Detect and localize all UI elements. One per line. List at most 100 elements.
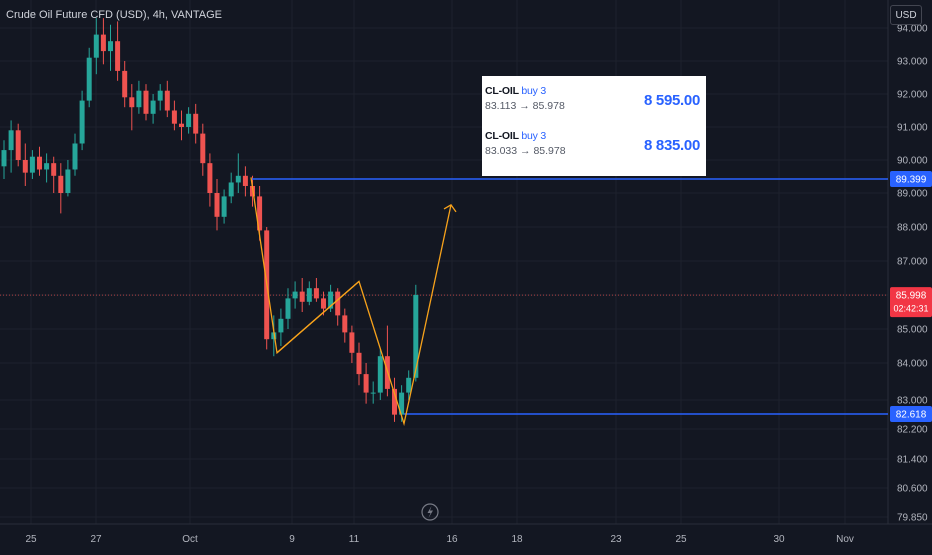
trade-panel: CL-OIL buy 3 83.113 → 85.978 8 595.00 CL… [482, 76, 706, 176]
candle-body [328, 291, 334, 309]
candle-body [221, 196, 227, 217]
y-tick-label: 85.000 [897, 325, 928, 336]
candle-body [257, 196, 263, 231]
y-tick-label: 90.000 [897, 156, 928, 167]
candle-body [93, 34, 99, 58]
trade-symbol: CL-OIL [485, 130, 519, 142]
candle-body [193, 113, 199, 134]
lightning-icon-bolt [427, 506, 433, 518]
candle-body [108, 41, 113, 52]
projection-arrow [417, 204, 452, 360]
y-tick-label: 87.000 [897, 257, 928, 268]
x-tick-label: Oct [182, 534, 198, 545]
candle-body [406, 377, 412, 393]
candle-body [292, 291, 298, 299]
resistance-price-label: 89.399 [896, 175, 927, 186]
candle-body [143, 90, 149, 114]
trade-side: buy 3 [521, 130, 547, 142]
y-tick-label: 89.000 [897, 189, 928, 200]
candle-body [313, 288, 319, 299]
x-tick-label: 16 [446, 534, 458, 545]
trade-amount: 8 595.00 [644, 92, 700, 109]
pattern-path [250, 177, 419, 427]
candle-body [377, 356, 383, 393]
candle-body [342, 315, 348, 333]
candle-body [413, 295, 419, 378]
candle-body [299, 291, 305, 302]
candle-body [65, 169, 71, 193]
candle-body [79, 100, 85, 144]
candle-body [285, 298, 291, 319]
candle-body [242, 175, 248, 186]
y-tick-label: 94.000 [897, 24, 928, 35]
candle-body [115, 41, 121, 71]
candle-body [207, 163, 213, 193]
candle-body [306, 288, 312, 302]
trade-symbol: CL-OIL [485, 85, 519, 97]
y-tick-label: 92.000 [897, 90, 928, 101]
support-price-label: 82.618 [896, 410, 927, 421]
y-tick-label: 84.000 [897, 359, 928, 370]
candle-body [399, 392, 405, 415]
candle-body [44, 163, 50, 170]
candle-body [235, 175, 241, 183]
x-tick-label: 11 [349, 534, 360, 545]
currency-button[interactable]: USD [890, 5, 922, 25]
candle-body [51, 163, 57, 176]
candle-body [164, 90, 170, 111]
candle-body [157, 90, 163, 101]
support-price-badge [890, 406, 932, 422]
countdown-label: 02:42:31 [893, 304, 928, 314]
candle-body [186, 113, 192, 127]
candle-body [278, 318, 284, 333]
candle-body [271, 332, 277, 340]
x-tick-label: 18 [511, 534, 523, 545]
pattern-xb-line [276, 280, 360, 354]
trade-route: 83.033 → 85.978 [485, 145, 566, 157]
candle-body [1, 150, 7, 167]
x-tick-label: 23 [610, 534, 622, 545]
y-tick-label: 88.000 [897, 223, 928, 234]
trade-side: buy 3 [521, 85, 547, 97]
resistance-price-badge [890, 171, 932, 187]
trade-amount: 8 835.00 [644, 137, 700, 154]
candle-body [72, 143, 78, 170]
y-tick-label: 91.000 [897, 123, 928, 134]
x-tick-label: 25 [675, 534, 687, 545]
candle-body [37, 156, 42, 170]
candle-body [228, 182, 234, 197]
candle-body [129, 97, 135, 108]
candle-body [200, 133, 206, 164]
trade-item: CL-OIL buy 3 83.113 → 85.978 8 595.00 [485, 85, 702, 130]
candle-body [171, 110, 177, 124]
candle-body [392, 388, 397, 415]
y-tick-label: 83.000 [897, 396, 928, 407]
trade-route: 83.113 → 85.978 [485, 100, 565, 112]
candle-body [214, 193, 220, 217]
candle-body [100, 34, 106, 52]
x-tick-label: Nov [836, 534, 854, 545]
y-tick-label: 80.600 [897, 484, 928, 495]
x-tick-label: 9 [289, 534, 295, 545]
y-tick-label: 93.000 [897, 57, 928, 68]
candle-body [150, 100, 156, 114]
x-tick-label: 30 [773, 534, 785, 545]
candle-body [86, 57, 92, 101]
y-tick-label: 81.400 [897, 455, 928, 466]
candle-body [136, 90, 142, 108]
candle-body [22, 160, 28, 173]
candle-body [179, 123, 184, 127]
chart-title: Crude Oil Future CFD (USD), 4h, VANTAGE [6, 9, 222, 21]
candle-body [15, 130, 21, 160]
y-tick-label: 82.200 [897, 425, 928, 436]
candle-body [335, 291, 341, 316]
candle-body [122, 70, 128, 98]
candle-body [363, 374, 369, 393]
candle-body [29, 156, 35, 173]
candle-body [8, 130, 14, 151]
candle-body [321, 298, 326, 309]
x-tick-label: 25 [25, 534, 37, 545]
lightning-icon [421, 503, 439, 521]
